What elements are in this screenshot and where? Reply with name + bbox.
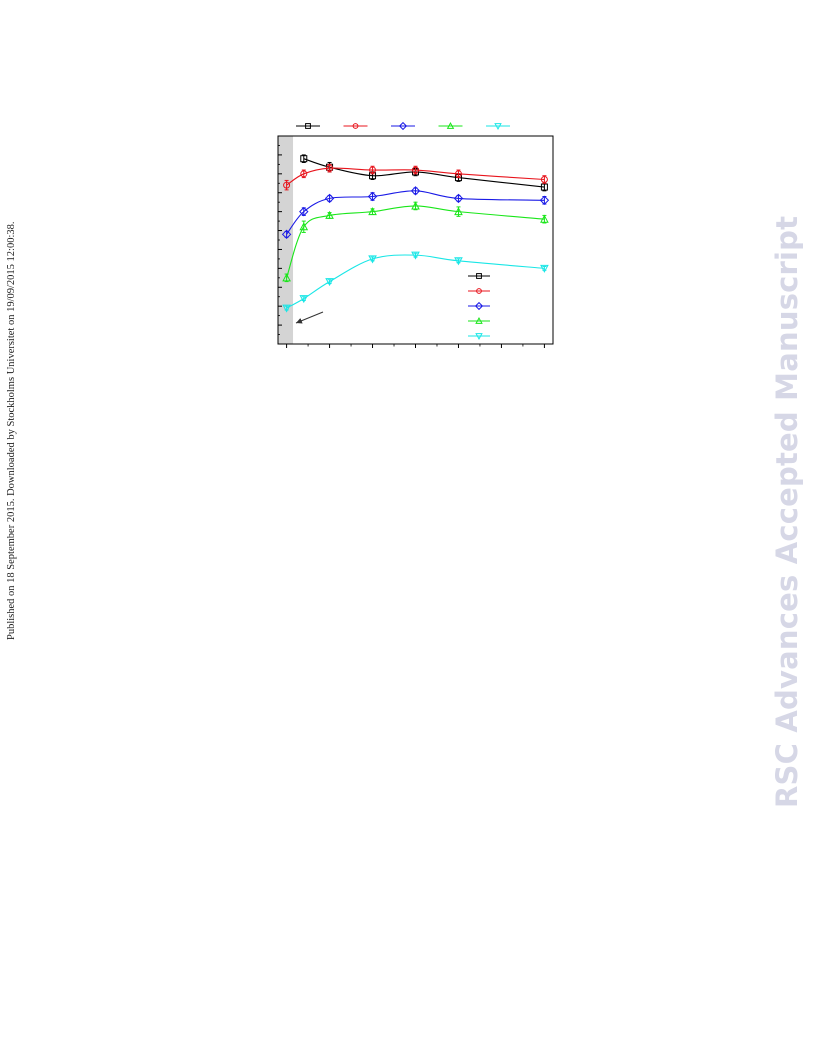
journal-watermark: RSC Advances Accepted Manuscript — [770, 215, 804, 808]
data-point-3-5 — [454, 207, 463, 216]
shaded-band — [278, 136, 294, 344]
legend-right-symbol-3 — [475, 317, 483, 324]
legend-top-symbol-4 — [494, 123, 502, 130]
series-line-2 — [286, 190, 545, 235]
legend-right-symbol-2 — [474, 301, 484, 311]
legend-top-symbol-0 — [305, 123, 311, 129]
series-line-3 — [286, 205, 545, 278]
data-point-4-2 — [325, 278, 334, 287]
download-notice: Published on 18 September 2015. Download… — [6, 221, 17, 640]
data-point-3-2 — [325, 210, 334, 219]
series-2 — [281, 186, 550, 240]
legend-right-symbol-0 — [476, 273, 482, 279]
data-point-2-5 — [453, 193, 464, 204]
line-chart — [277, 121, 554, 348]
data-point-4-5 — [454, 257, 463, 266]
series-line-4 — [286, 254, 545, 309]
data-point-1-4 — [412, 166, 419, 174]
data-point-3-1 — [299, 222, 309, 231]
data-point-1-1 — [300, 170, 308, 178]
annotation-arrow — [295, 311, 324, 324]
data-point-3-4 — [411, 201, 420, 210]
data-point-0-5 — [540, 183, 548, 191]
data-point-1-3 — [369, 166, 377, 174]
legend-top — [296, 121, 510, 131]
plot-area — [277, 135, 554, 348]
legend-top-symbol-2 — [398, 121, 408, 131]
line-chart-figure — [270, 112, 570, 362]
legend-top-symbol-1 — [352, 123, 359, 129]
data-point-1-5 — [454, 170, 462, 178]
legend-right — [468, 273, 490, 340]
data-point-2-4 — [410, 186, 421, 196]
data-point-3-0 — [282, 273, 291, 282]
data-point-2-0 — [281, 229, 292, 240]
data-point-1-0 — [283, 181, 291, 189]
data-point-4-1 — [299, 295, 309, 304]
data-point-1-6 — [540, 175, 548, 183]
data-point-2-2 — [324, 193, 335, 204]
data-point-3-3 — [368, 207, 377, 216]
data-point-2-3 — [367, 191, 378, 202]
legend-right-symbol-4 — [475, 333, 483, 340]
data-point-4-6 — [540, 264, 549, 273]
data-point-4-0 — [282, 304, 291, 313]
legend-right-symbol-1 — [476, 288, 482, 294]
series-1 — [283, 163, 548, 191]
legend-top-symbol-3 — [446, 122, 455, 129]
series-3 — [282, 201, 549, 283]
data-point-4-4 — [411, 251, 420, 260]
data-point-1-2 — [326, 164, 334, 172]
data-point-0-0 — [300, 155, 308, 163]
data-point-3-6 — [540, 214, 549, 223]
data-point-2-6 — [539, 195, 550, 205]
data-point-2-1 — [299, 206, 309, 217]
series-line-0 — [303, 158, 545, 188]
series-4 — [282, 251, 549, 313]
series-0 — [300, 154, 548, 192]
data-point-4-3 — [368, 255, 377, 264]
